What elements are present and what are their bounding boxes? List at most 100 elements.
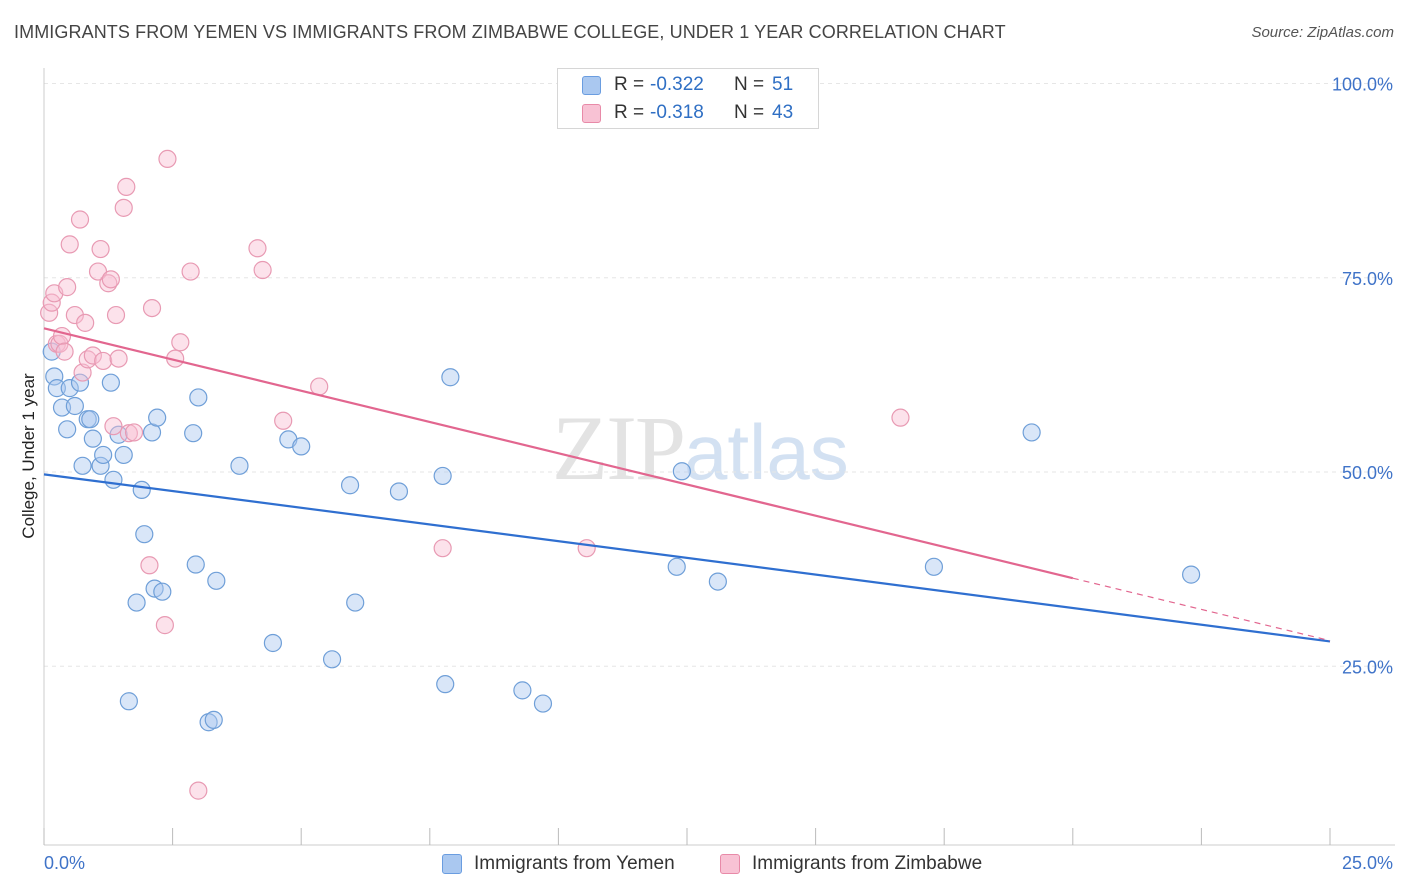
y-tick-label: 100.0%	[1332, 75, 1393, 95]
zimbabwe-point	[140, 556, 159, 575]
yemen-point	[207, 571, 226, 590]
y-tick-label: 75.0%	[1342, 269, 1393, 289]
yemen-point	[119, 692, 138, 711]
yemen-point	[708, 572, 727, 591]
zimbabwe-point	[577, 539, 596, 558]
legend-swatch-zimbabwe	[582, 104, 601, 123]
y-axis-label: College, Under 1 year	[19, 373, 38, 539]
zimbabwe-point	[253, 260, 272, 280]
yemen-point	[73, 456, 92, 475]
yemen-point	[672, 462, 691, 481]
zimbabwe-point	[58, 278, 77, 297]
zimbabwe-point	[274, 411, 293, 430]
yemen-point	[127, 593, 146, 612]
zimbabwe-point	[91, 239, 110, 259]
yemen-point	[114, 445, 133, 465]
zimbabwe-point	[109, 349, 128, 368]
yemen-point	[204, 710, 223, 730]
zimbabwe-point	[155, 616, 174, 635]
yemen-point	[45, 367, 64, 386]
yemen-trendline	[43, 473, 1331, 643]
yemen-point	[533, 694, 553, 713]
zimbabwe-point	[310, 377, 329, 396]
zimbabwe-point	[171, 333, 190, 352]
x-tick-label: 0.0%	[44, 853, 85, 873]
source-label: Source: ZipAtlas.com	[1251, 24, 1394, 41]
watermark-atlas: atlas	[684, 408, 849, 496]
legend-label-yemen: Immigrants from Yemen	[474, 853, 675, 874]
zimbabwe-point	[181, 262, 200, 281]
yemen-point	[436, 675, 455, 694]
yemen-point	[153, 582, 172, 601]
yemen-point	[263, 633, 283, 653]
yemen-point	[667, 557, 686, 576]
zimbabwe-trendline-extension	[1072, 577, 1331, 642]
zimbabwe-point	[83, 346, 102, 365]
yemen-point	[441, 368, 460, 387]
watermark: ZIPatlas	[552, 395, 849, 501]
correlation-legend: R = -0.322 N = 51 R = -0.318 N = 43	[557, 68, 819, 129]
yemen-point	[81, 410, 100, 429]
n-value: 43	[772, 102, 794, 123]
yemen-point	[47, 379, 66, 398]
zimbabwe-point	[114, 198, 133, 217]
yemen-point	[132, 480, 151, 500]
n-value: 51	[772, 74, 794, 95]
zimbabwe-point	[891, 408, 910, 427]
yemen-point	[94, 445, 113, 465]
zimbabwe-point	[70, 210, 90, 229]
zimbabwe-point	[76, 313, 95, 332]
zimbabwe-point	[55, 342, 74, 361]
yemen-point	[60, 379, 79, 398]
yemen-point	[104, 470, 123, 489]
yemen-point	[1022, 423, 1041, 442]
yemen-point	[924, 557, 944, 576]
x-tick-label: 25.0%	[1342, 853, 1393, 873]
chart-title: IMMIGRANTS FROM YEMEN VS IMMIGRANTS FROM…	[14, 22, 1006, 42]
zimbabwe-point	[104, 417, 123, 436]
legend-swatch-yemen	[582, 76, 601, 95]
zimbabwe-point	[142, 298, 162, 318]
yemen-point	[101, 373, 120, 392]
yemen-point	[189, 388, 208, 407]
yemen-point	[186, 555, 205, 574]
legend-swatch-yemen	[442, 854, 462, 874]
zimbabwe-point	[158, 149, 177, 169]
yemen-point	[83, 429, 102, 448]
watermark-zip: ZIP	[552, 397, 686, 499]
zimbabwe-point	[106, 305, 126, 325]
n-label: N =	[734, 74, 765, 95]
r-value: -0.322	[650, 74, 704, 95]
yemen-point	[322, 650, 342, 669]
zimbabwe-point	[94, 351, 113, 371]
yemen-point	[346, 593, 365, 612]
yemen-point	[91, 456, 110, 475]
yemen-point	[65, 396, 84, 416]
zimbabwe-point	[433, 539, 452, 558]
zimbabwe-point	[189, 781, 208, 800]
zimbabwe-point	[119, 424, 138, 443]
zimbabwe-point	[117, 177, 136, 196]
series-legend: Immigrants from Yemen Immigrants from Zi…	[0, 852, 1406, 878]
y-tick-label: 50.0%	[1342, 463, 1393, 483]
yemen-point	[184, 424, 203, 443]
yemen-point	[433, 466, 452, 486]
yemen-point	[58, 420, 77, 439]
zimbabwe-point	[60, 235, 79, 254]
legend-swatch-zimbabwe	[720, 854, 740, 874]
yemen-point	[292, 437, 311, 456]
zimbabwe-point	[101, 270, 120, 289]
yemen-point	[230, 456, 249, 475]
yemen-point	[1182, 565, 1201, 584]
yemen-point	[389, 482, 409, 501]
yemen-point	[148, 408, 167, 427]
yemen-point	[135, 525, 154, 544]
y-tick-label: 25.0%	[1342, 657, 1393, 677]
zimbabwe-point	[248, 239, 267, 258]
zimbabwe-trendline	[43, 327, 1074, 580]
legend-label-zimbabwe: Immigrants from Zimbabwe	[752, 853, 983, 874]
yemen-point	[340, 476, 360, 495]
n-label: N =	[734, 102, 765, 123]
r-value: -0.318	[650, 102, 704, 123]
